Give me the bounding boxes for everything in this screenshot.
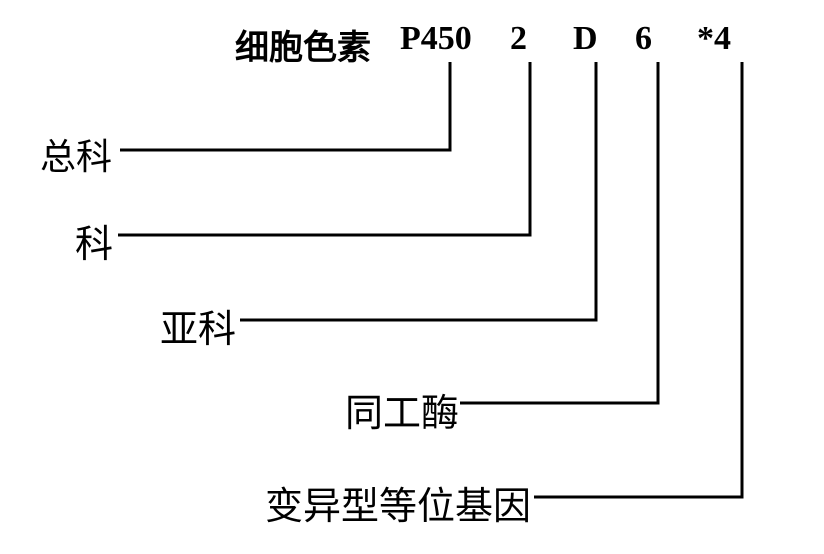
connector-svg: [0, 0, 824, 554]
connector-line-4: [534, 62, 742, 497]
connector-line-3: [460, 62, 658, 403]
connector-line-0: [120, 62, 450, 150]
connector-line-2: [240, 62, 596, 320]
